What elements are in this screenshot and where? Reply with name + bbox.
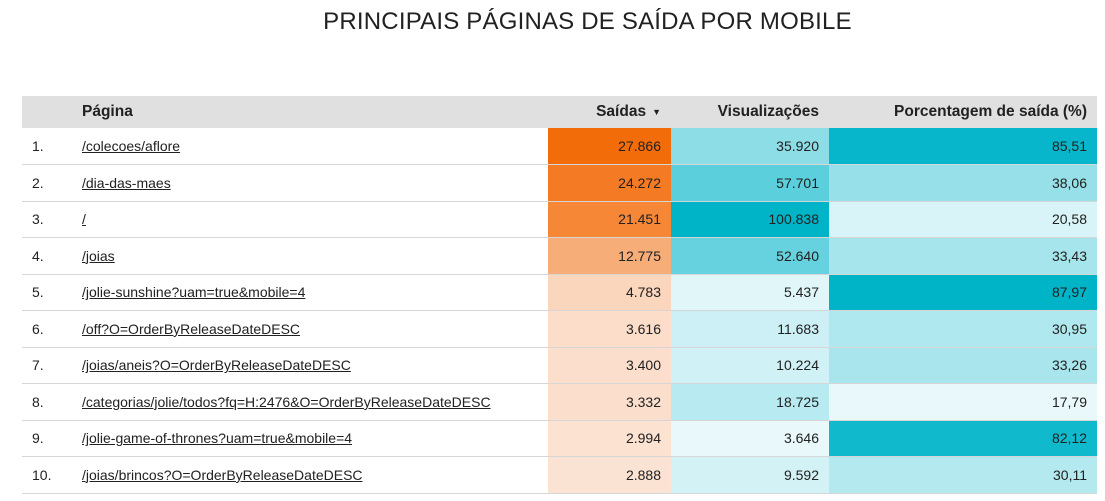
page-link[interactable]: /colecoes/aflore [82, 138, 181, 154]
column-header-exits[interactable]: Saídas ▼ [548, 96, 671, 128]
page-link[interactable]: /joias/aneis?O=OrderByReleaseDateDESC [82, 357, 351, 374]
page-link[interactable]: /dia-das-maes [82, 174, 171, 191]
table-row: 6. /off?O=OrderByReleaseDateDESC 3.616 11.6… [22, 310, 1097, 348]
index-header [22, 96, 72, 128]
table-row: 9. /jolie-game-of-thrones?uam=true&mobile… [22, 420, 1097, 457]
page-cell: /joias/aneis?O=OrderByReleaseDateDESC [72, 347, 548, 384]
page-cell: /categorias/jolie/todos?fq=H:2476&O=Orde… [72, 384, 548, 421]
exits-cell: 24.272 [548, 164, 671, 201]
exit-pages-table: Página Saídas ▼ Visualizações Porcentagem… [22, 96, 1097, 494]
exit-percentage-cell: 87,97 [829, 274, 1097, 311]
chart-title: PRINCIPAIS PÁGINAS DE SAÍDA POR MOBILE [323, 8, 852, 35]
table-header-row: Página Saídas ▼ Visualizações Porcentagem… [22, 96, 1097, 128]
exit-percentage-cell: 30,95 [829, 310, 1097, 347]
row-index: 8. [32, 393, 44, 410]
exit-percentage-cell: 17,79 [829, 383, 1097, 420]
column-header-page[interactable]: Página [82, 103, 133, 120]
row-index: 7. [32, 357, 44, 374]
row-index: 2. [32, 174, 44, 191]
page-cell: /colecoes/aflore [72, 128, 548, 165]
views-cell: 57.701 [671, 164, 829, 201]
views-cell: 3.646 [671, 420, 829, 457]
exits-cell: 3.616 [548, 310, 671, 347]
views-cell: 35.920 [671, 128, 829, 165]
page-link[interactable]: /joias/brincos?O=OrderByReleaseDateDESC [82, 466, 363, 483]
views-cell: 18.725 [671, 383, 829, 420]
page-link[interactable]: /categorias/jolie/todos?fq=H:2476&O=Orde… [82, 393, 491, 410]
table-body: 1. /colecoes/aflore 27.866 35.920 85,51 2. /di… [22, 128, 1097, 493]
page-cell: /joias [72, 238, 548, 275]
page-link[interactable]: /jolie-game-of-thrones?uam=true&mobile=4 [82, 430, 353, 447]
views-cell: 5.437 [671, 274, 829, 311]
page-link[interactable]: /off?O=OrderByReleaseDateDESC [82, 320, 301, 337]
page-cell: /jolie-sunshine?uam=true&mobile=4 [72, 274, 548, 311]
page-cell: /joias/brincos?O=OrderByReleaseDateDESC [72, 457, 548, 494]
exit-percentage-cell: 30,11 [829, 456, 1097, 493]
page-cell: / [72, 201, 548, 238]
column-header-exit-percentage[interactable]: Porcentagem de saída (%) [894, 103, 1087, 120]
table-row: 1. /colecoes/aflore 27.866 35.920 85,51 [22, 128, 1097, 165]
column-header-views[interactable]: Visualizações [717, 103, 819, 120]
views-cell: 10.224 [671, 347, 829, 384]
page-cell: /jolie-game-of-thrones?uam=true&mobile=4 [72, 420, 548, 457]
row-index: 4. [32, 247, 44, 264]
page-link[interactable]: /joias [82, 247, 115, 264]
table-row: 4. /joias 12.775 52.640 33,43 [22, 237, 1097, 275]
row-index: 5. [32, 284, 44, 301]
page-link[interactable]: / [82, 211, 86, 228]
table-row: 8. /categorias/jolie/todos?fq=H:2476&O=Or… [22, 383, 1097, 421]
table-row: 10. /joias/brincos?O=OrderByReleaseDateDE… [22, 456, 1097, 494]
table-row: 2. /dia-das-maes 24.272 57.701 38,06 [22, 164, 1097, 202]
exits-cell: 12.775 [548, 237, 671, 274]
row-index: 1. [32, 138, 44, 154]
exits-cell: 3.400 [548, 347, 671, 384]
exits-cell: 2.888 [548, 456, 671, 493]
exit-percentage-cell: 33,43 [829, 237, 1097, 274]
views-cell: 100.838 [671, 201, 829, 238]
exits-cell: 4.783 [548, 274, 671, 311]
sort-desc-icon[interactable]: ▼ [652, 107, 661, 117]
exits-cell: 27.866 [548, 128, 671, 165]
exit-percentage-cell: 20,58 [829, 201, 1097, 238]
table-row: 3. / 21.451 100.838 20,58 [22, 201, 1097, 238]
row-index: 9. [32, 430, 44, 447]
table-row: 7. /joias/aneis?O=OrderByReleaseDateDESC 3… [22, 347, 1097, 384]
exit-percentage-cell: 82,12 [829, 420, 1097, 457]
page-link[interactable]: /jolie-sunshine?uam=true&mobile=4 [82, 284, 306, 301]
row-index: 10. [32, 466, 52, 483]
views-cell: 52.640 [671, 237, 829, 274]
views-cell: 11.683 [671, 310, 829, 347]
column-header-exits-label: Saídas [596, 103, 647, 120]
exits-cell: 3.332 [548, 383, 671, 420]
row-index: 3. [32, 211, 44, 228]
views-cell: 9.592 [671, 456, 829, 493]
page-cell: /dia-das-maes [72, 165, 548, 202]
row-index: 6. [32, 320, 44, 337]
exit-percentage-cell: 33,26 [829, 347, 1097, 384]
exits-cell: 2.994 [548, 420, 671, 457]
page-cell: /off?O=OrderByReleaseDateDESC [72, 311, 548, 348]
table-row: 5. /jolie-sunshine?uam=true&mobile=4 4.783… [22, 274, 1097, 311]
exit-percentage-cell: 38,06 [829, 164, 1097, 201]
exits-cell: 21.451 [548, 201, 671, 238]
exit-percentage-cell: 85,51 [829, 128, 1097, 165]
